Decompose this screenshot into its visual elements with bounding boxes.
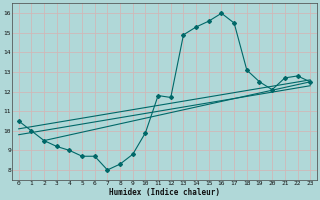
X-axis label: Humidex (Indice chaleur): Humidex (Indice chaleur) [109, 188, 220, 197]
